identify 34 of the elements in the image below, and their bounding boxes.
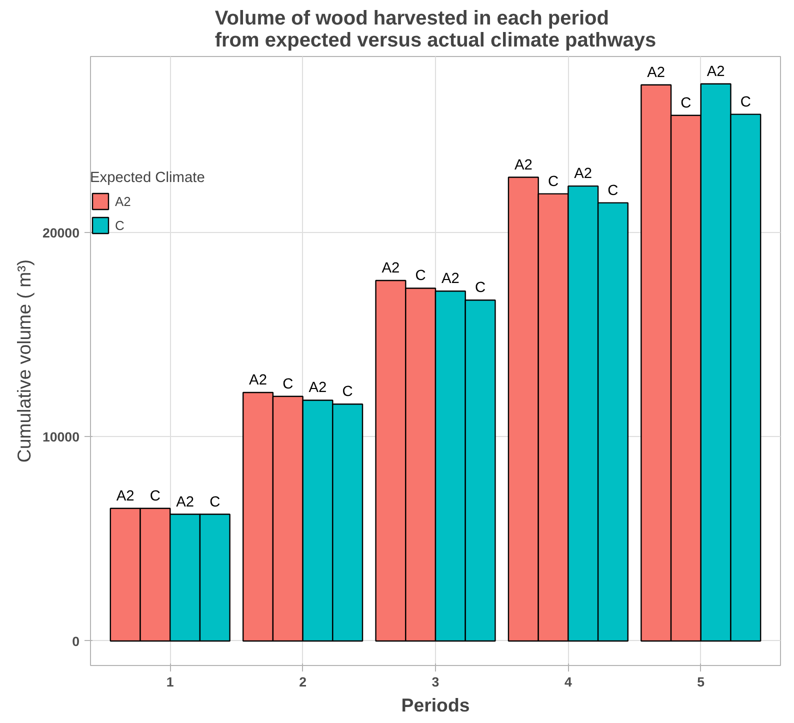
data-label: A2 xyxy=(382,260,400,276)
data-label: C xyxy=(740,94,752,110)
data-label: A2 xyxy=(514,157,532,174)
data-label: A2 xyxy=(308,380,327,396)
data-label: C xyxy=(548,174,559,190)
data-label: A2 xyxy=(176,494,194,510)
y-tick-label: 0 xyxy=(72,634,80,649)
y-tick-label: 10000 xyxy=(42,430,80,445)
x-tick-label: 4 xyxy=(564,674,572,690)
x-tick-label: 2 xyxy=(299,674,307,690)
x-tick-label: 1 xyxy=(166,674,174,690)
data-label: C xyxy=(680,95,692,112)
data-label: C xyxy=(210,494,221,510)
x-axis-title: Periods xyxy=(401,694,470,716)
data-label: C xyxy=(282,376,294,392)
data-label: C xyxy=(150,488,161,504)
data-label: C xyxy=(608,182,619,199)
data-label: A2 xyxy=(116,488,134,504)
data-label: A2 xyxy=(441,271,460,288)
data-label: A2 xyxy=(249,372,267,388)
x-tick-label: 5 xyxy=(697,674,706,690)
legend-label: A2 xyxy=(115,194,132,208)
chart-title: Volume of wood harvested in each period from expected versus actual climate pathways xyxy=(214,8,656,52)
data-label: C xyxy=(415,268,426,284)
y-axis-title: Cumulative volume ( m³) xyxy=(13,259,34,463)
data-label: A2 xyxy=(647,64,666,81)
legend-title: Expected Climate xyxy=(90,170,205,186)
y-tick-label: 20000 xyxy=(42,225,80,240)
data-label: C xyxy=(342,384,354,400)
x-tick-label: 3 xyxy=(432,674,440,690)
data-label: A2 xyxy=(574,166,592,182)
legend-label: C xyxy=(115,218,126,232)
data-label: A2 xyxy=(706,64,725,80)
data-label: C xyxy=(474,280,486,296)
